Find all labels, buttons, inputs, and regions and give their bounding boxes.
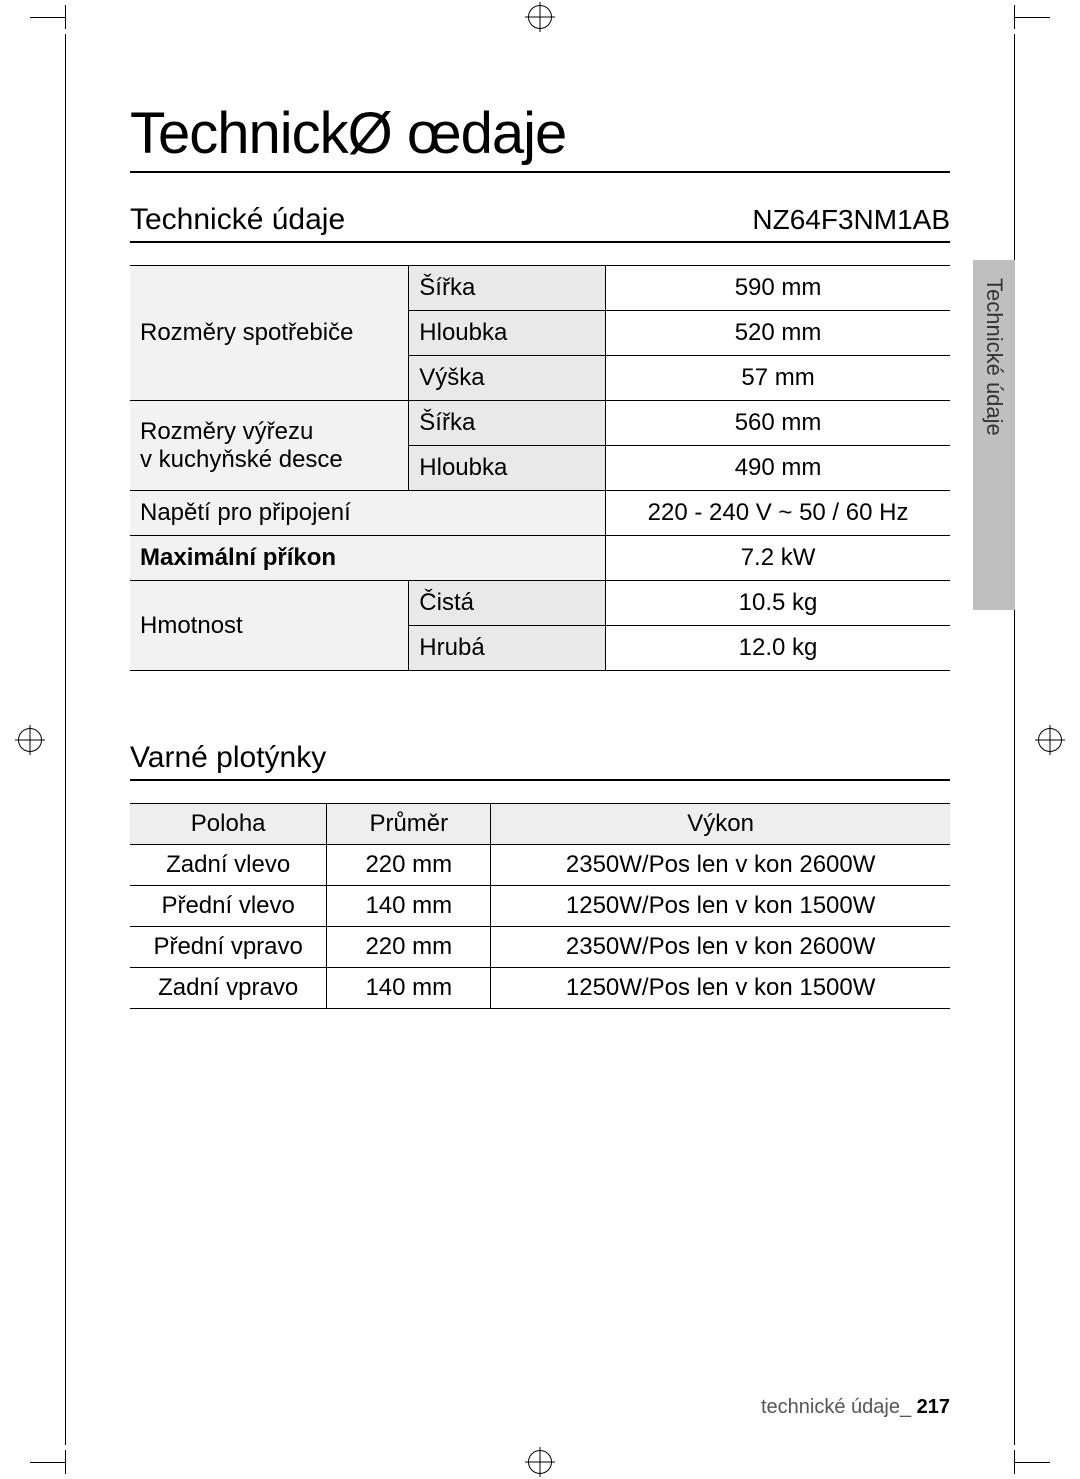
zones-table: PolohaPrůměrVýkon Zadní vlevo220 mm2350W… [130, 803, 950, 1009]
spec-value: 10.5 kg [606, 581, 950, 626]
side-tab: Technické údaje [973, 260, 1015, 610]
zones-cell: 220 mm [327, 845, 491, 886]
spec-value: 520 mm [606, 311, 950, 356]
zones-cell: 1250W/Pos len v kon 1500W [491, 886, 950, 927]
model-number: NZ64F3NM1AB [752, 204, 950, 236]
side-tab-label: Technické údaje [981, 278, 1007, 436]
spec-value: 57 mm [606, 356, 950, 401]
zones-header: Poloha [130, 804, 327, 845]
spec-sublabel: Hloubka [409, 446, 606, 491]
zones-cell: 220 mm [327, 927, 491, 968]
registration-mark-left [18, 728, 42, 752]
spec-label: Napětí pro připojení [130, 491, 606, 536]
spec-label: Maximální příkon [130, 536, 606, 581]
zones-cell: 1250W/Pos len v kon 1500W [491, 968, 950, 1009]
crop-marks-bottom [0, 1445, 1080, 1479]
zones-header: Výkon [491, 804, 950, 845]
registration-mark-top [528, 5, 552, 29]
spec-sublabel: Čistá [409, 581, 606, 626]
zones-cell: Přední vlevo [130, 886, 327, 927]
section1-header: Technické údaje NZ64F3NM1AB [130, 203, 950, 243]
footer-page-number: 217 [917, 1396, 950, 1418]
spec-label: Hmotnost [130, 581, 409, 671]
section1-title: Technické údaje [130, 203, 345, 237]
spec-label: Rozměry spotřebiče [130, 266, 409, 401]
zones-cell: Přední vpravo [130, 927, 327, 968]
registration-mark-bottom [528, 1450, 552, 1474]
zones-cell: 140 mm [327, 968, 491, 1009]
zones-cell: 2350W/Pos len v kon 2600W [491, 845, 950, 886]
spec-value: 560 mm [606, 401, 950, 446]
spec-sublabel: Šířka [409, 266, 606, 311]
zones-cell: Zadní vpravo [130, 968, 327, 1009]
spec-value: 7.2 kW [606, 536, 950, 581]
spec-sublabel: Hrubá [409, 626, 606, 671]
spec-value: 490 mm [606, 446, 950, 491]
zones-cell: 140 mm [327, 886, 491, 927]
spec-value: 220 - 240 V ~ 50 / 60 Hz [606, 491, 950, 536]
page-title: TechnickØ œdaje [130, 100, 950, 173]
zones-header: Průměr [327, 804, 491, 845]
crop-marks-top [0, 0, 1080, 34]
footer-text: technické údaje_ [761, 1396, 911, 1418]
registration-mark-right [1038, 728, 1062, 752]
zones-cell: 2350W/Pos len v kon 2600W [491, 927, 950, 968]
section2-title: Varné plotýnky [130, 741, 950, 781]
specs-table: Rozměry spotřebičeŠířka590 mmHloubka520 … [130, 265, 950, 671]
page-content: TechnickØ œdaje Technické údaje NZ64F3NM… [130, 100, 950, 1009]
spec-value: 12.0 kg [606, 626, 950, 671]
spec-sublabel: Hloubka [409, 311, 606, 356]
spec-sublabel: Šířka [409, 401, 606, 446]
spec-sublabel: Výška [409, 356, 606, 401]
page-footer: technické údaje_ 217 [761, 1396, 950, 1419]
spec-value: 590 mm [606, 266, 950, 311]
spec-label: Rozměry výřezuv kuchyňské desce [130, 401, 409, 491]
zones-cell: Zadní vlevo [130, 845, 327, 886]
